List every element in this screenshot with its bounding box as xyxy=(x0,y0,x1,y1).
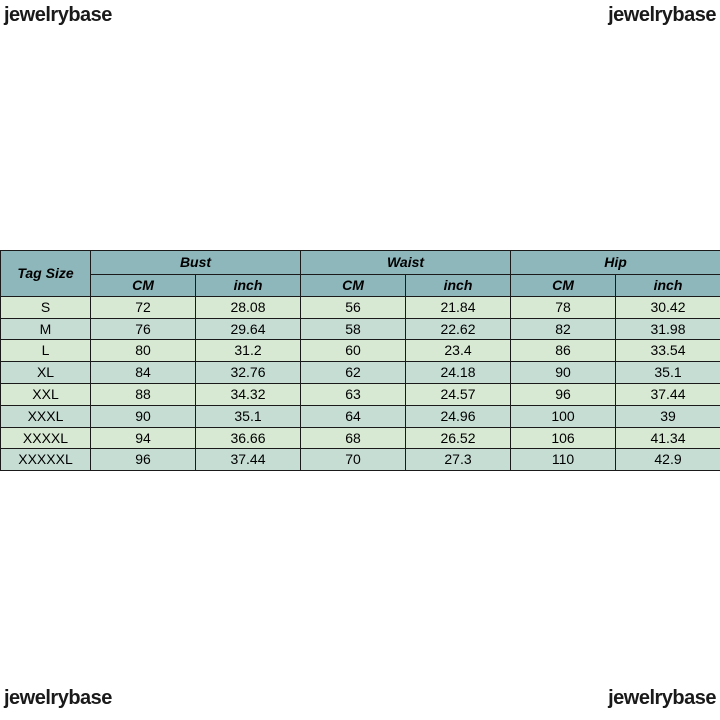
cell-value: 36.66 xyxy=(196,427,301,449)
cell-value: 72 xyxy=(91,296,196,318)
cell-value: 90 xyxy=(511,362,616,384)
cell-value: 39 xyxy=(616,405,720,427)
cell-value: 82 xyxy=(511,318,616,340)
cell-tag: L xyxy=(1,340,91,362)
cell-value: 29.64 xyxy=(196,318,301,340)
cell-value: 24.57 xyxy=(406,383,511,405)
cell-value: 37.44 xyxy=(616,383,720,405)
cell-value: 42.9 xyxy=(616,449,720,471)
header-group-bust: Bust xyxy=(91,251,301,275)
cell-value: 56 xyxy=(301,296,406,318)
cell-value: 34.32 xyxy=(196,383,301,405)
header-unit-waist-cm: CM xyxy=(301,275,406,297)
cell-value: 76 xyxy=(91,318,196,340)
cell-value: 27.3 xyxy=(406,449,511,471)
cell-value: 35.1 xyxy=(196,405,301,427)
table-row: XL8432.766224.189035.1 xyxy=(1,362,720,384)
header-unit-hip-cm: CM xyxy=(511,275,616,297)
table-row: XXXXXL9637.447027.311042.9 xyxy=(1,449,720,471)
cell-tag: XXXXL xyxy=(1,427,91,449)
size-chart-container: Tag SizeBustWaistHip CMinchCMinchCMinch … xyxy=(0,250,720,471)
cell-value: 33.54 xyxy=(616,340,720,362)
cell-value: 78 xyxy=(511,296,616,318)
cell-value: 58 xyxy=(301,318,406,340)
header-unit-waist-inch: inch xyxy=(406,275,511,297)
table-row: M7629.645822.628231.98 xyxy=(1,318,720,340)
cell-value: 88 xyxy=(91,383,196,405)
cell-value: 31.98 xyxy=(616,318,720,340)
cell-value: 26.52 xyxy=(406,427,511,449)
cell-value: 96 xyxy=(91,449,196,471)
cell-value: 110 xyxy=(511,449,616,471)
header-group-hip: Hip xyxy=(511,251,720,275)
cell-value: 80 xyxy=(91,340,196,362)
cell-value: 86 xyxy=(511,340,616,362)
header-unit-hip-inch: inch xyxy=(616,275,720,297)
cell-value: 106 xyxy=(511,427,616,449)
table-row: L8031.26023.48633.54 xyxy=(1,340,720,362)
cell-value: 35.1 xyxy=(616,362,720,384)
cell-value: 24.18 xyxy=(406,362,511,384)
table-row: XXXXL9436.666826.5210641.34 xyxy=(1,427,720,449)
cell-value: 68 xyxy=(301,427,406,449)
cell-tag: S xyxy=(1,296,91,318)
cell-tag: XXXXXL xyxy=(1,449,91,471)
watermark-bottom-right: jewelrybase xyxy=(608,687,716,710)
table-body: S7228.085621.847830.42M7629.645822.62823… xyxy=(1,296,720,470)
cell-value: 30.42 xyxy=(616,296,720,318)
watermark-top-right: jewelrybase xyxy=(608,4,716,27)
table-row: XXXL9035.16424.9610039 xyxy=(1,405,720,427)
header-unit-bust-cm: CM xyxy=(91,275,196,297)
cell-value: 64 xyxy=(301,405,406,427)
table-row: XXL8834.326324.579637.44 xyxy=(1,383,720,405)
cell-value: 22.62 xyxy=(406,318,511,340)
cell-value: 24.96 xyxy=(406,405,511,427)
cell-value: 63 xyxy=(301,383,406,405)
cell-value: 60 xyxy=(301,340,406,362)
header-group-waist: Waist xyxy=(301,251,511,275)
cell-value: 100 xyxy=(511,405,616,427)
cell-tag: XL xyxy=(1,362,91,384)
cell-value: 41.34 xyxy=(616,427,720,449)
cell-value: 90 xyxy=(91,405,196,427)
cell-value: 32.76 xyxy=(196,362,301,384)
cell-value: 96 xyxy=(511,383,616,405)
table-header: Tag SizeBustWaistHip CMinchCMinchCMinch xyxy=(1,251,720,297)
cell-value: 84 xyxy=(91,362,196,384)
cell-value: 21.84 xyxy=(406,296,511,318)
cell-tag: XXL xyxy=(1,383,91,405)
cell-tag: XXXL xyxy=(1,405,91,427)
cell-value: 28.08 xyxy=(196,296,301,318)
cell-value: 31.2 xyxy=(196,340,301,362)
watermark-bottom-left: jewelrybase xyxy=(4,687,112,710)
table-row: S7228.085621.847830.42 xyxy=(1,296,720,318)
watermark-top-left: jewelrybase xyxy=(4,4,112,27)
cell-value: 62 xyxy=(301,362,406,384)
cell-value: 70 xyxy=(301,449,406,471)
size-chart-table: Tag SizeBustWaistHip CMinchCMinchCMinch … xyxy=(0,250,720,471)
cell-value: 23.4 xyxy=(406,340,511,362)
header-unit-bust-inch: inch xyxy=(196,275,301,297)
header-tag-size: Tag Size xyxy=(1,251,91,297)
cell-value: 37.44 xyxy=(196,449,301,471)
cell-tag: M xyxy=(1,318,91,340)
cell-value: 94 xyxy=(91,427,196,449)
